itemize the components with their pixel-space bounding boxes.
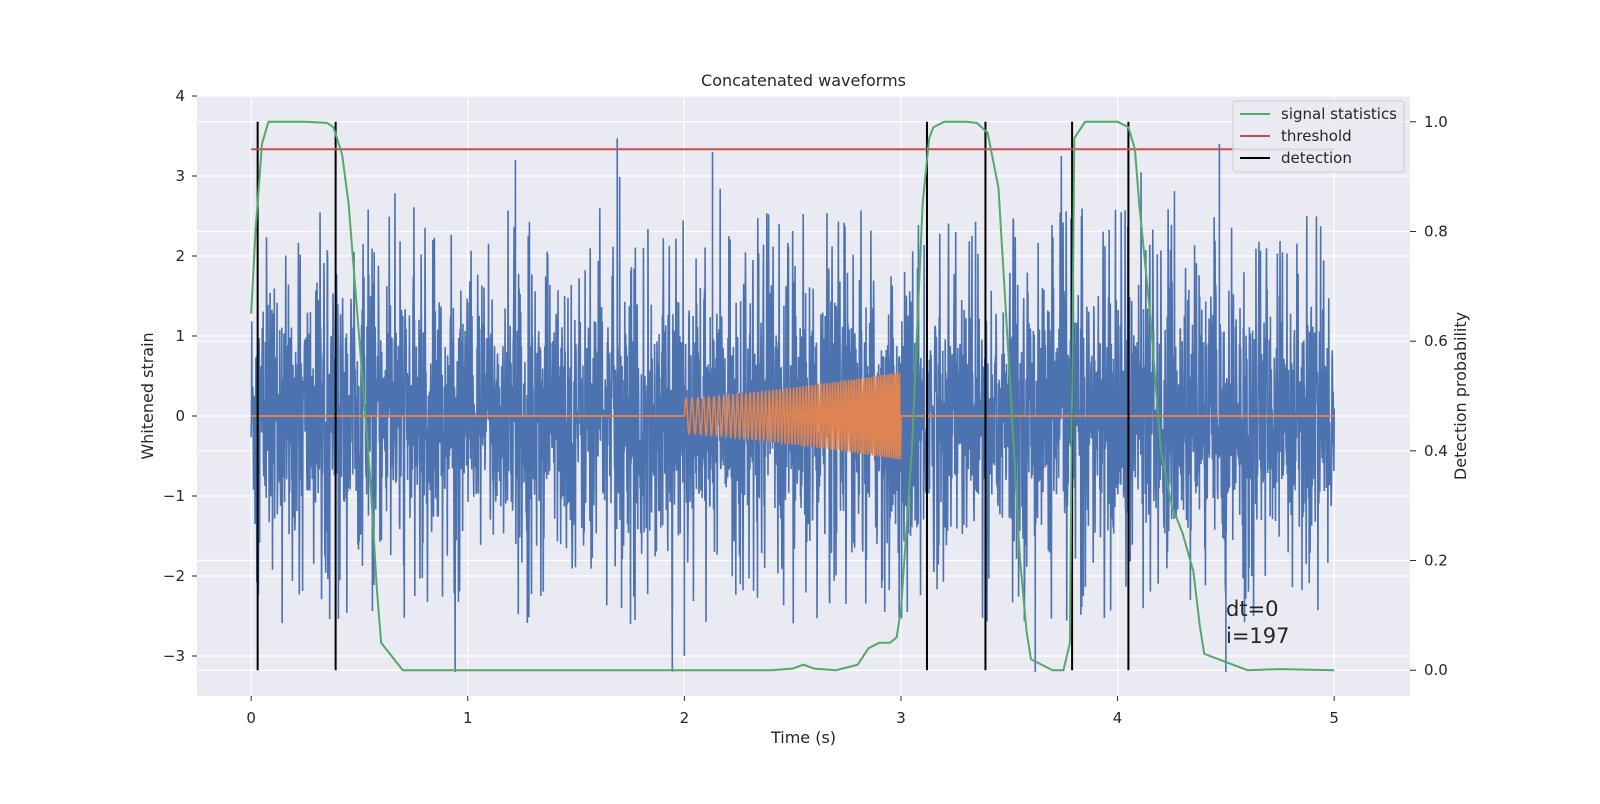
annotation-dt: dt=0 [1226, 597, 1279, 621]
detection-series [256, 121, 1130, 671]
x-axis-label: Time (s) [770, 728, 836, 747]
waveform-chirp [683, 372, 902, 460]
y2-tick-label: 0.0 [1424, 661, 1448, 679]
y-tick-label: 3 [175, 167, 185, 185]
axes: 0 1 2 3 4 5 −3 −2 −1 0 1 2 3 4 0.0 0.2 0.4 0.6 0.8 1.0 [163, 87, 1448, 727]
x-tick-label: 0 [246, 709, 256, 727]
injected-waveform-series [251, 372, 1335, 460]
annotation-index: i=197 [1226, 624, 1290, 648]
y2-tick-label: 1.0 [1424, 113, 1448, 131]
signal-statistics-series [250, 120, 1335, 672]
legend-label-threshold: threshold [1281, 127, 1352, 145]
y2-tick-label: 0.4 [1424, 442, 1448, 460]
y-tick-label: 4 [175, 87, 185, 105]
y-tick-label: 2 [175, 247, 185, 265]
signal-statistics-line [250, 120, 1335, 672]
x-tick-label: 1 [463, 709, 473, 727]
y2-tick-label: 0.8 [1424, 222, 1448, 240]
x-tick-label: 5 [1329, 709, 1339, 727]
y2-tick-label: 0.2 [1424, 552, 1448, 570]
x-tick-label: 2 [680, 709, 690, 727]
y2-axis-label: Detection probability [1451, 312, 1470, 480]
y-tick-label: 1 [175, 327, 185, 345]
legend-label-signal-statistics: signal statistics [1281, 105, 1397, 123]
y-axis-label: Whitened strain [138, 332, 157, 459]
legend: signal statistics threshold detection [1232, 100, 1405, 173]
y-tick-label: 0 [175, 407, 185, 425]
x-tick-label: 4 [1113, 709, 1123, 727]
y-tick-label: −1 [163, 487, 185, 505]
y2-tick-label: 0.6 [1424, 332, 1448, 350]
x-tick-label: 3 [896, 709, 906, 727]
chart-title: Concatenated waveforms [701, 71, 906, 90]
strain-noise-line [250, 155, 1335, 673]
legend-label-detection: detection [1281, 149, 1352, 167]
y-tick-label: −2 [163, 567, 185, 585]
y-tick-label: −3 [163, 647, 185, 665]
legend-box [1232, 100, 1405, 173]
